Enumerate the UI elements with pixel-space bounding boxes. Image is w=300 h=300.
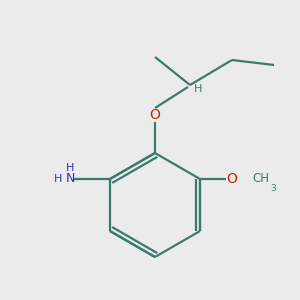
Text: H: H [66,163,74,173]
Text: O: O [150,108,160,122]
Text: N: N [65,172,75,185]
Text: O: O [226,172,238,186]
Text: 3: 3 [270,184,276,193]
Text: H: H [54,174,62,184]
Text: CH: CH [252,172,269,185]
Text: H: H [194,84,202,94]
